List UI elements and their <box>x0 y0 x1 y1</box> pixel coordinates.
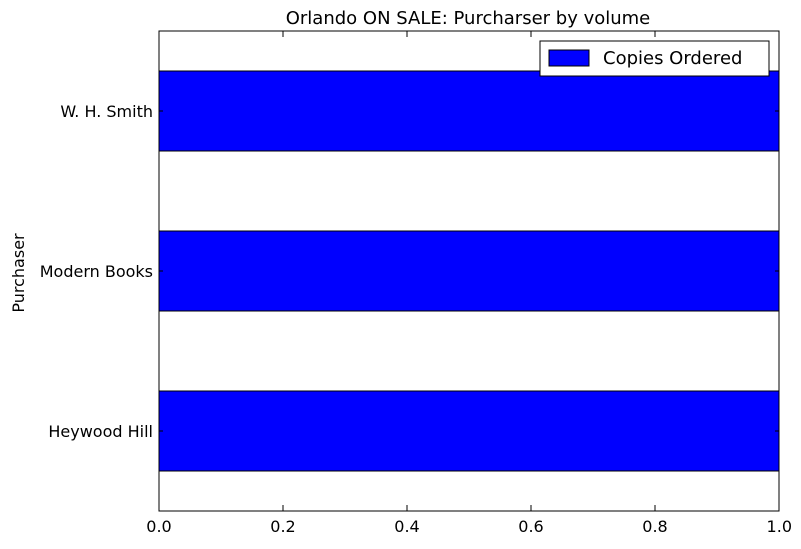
x-axis-ticks: 0.0 0.2 0.4 0.6 0.8 1.0 <box>146 31 792 536</box>
bar <box>158 230 780 312</box>
y-axis-ticks: Heywood Hill Modern Books W. H. Smith <box>40 102 779 441</box>
x-tick-label: 1.0 <box>767 517 792 536</box>
x-tick-label: 0.2 <box>270 517 295 536</box>
y-tick-label: W. H. Smith <box>60 102 153 121</box>
legend: Copies Ordered <box>539 40 770 77</box>
x-tick-label: 0.6 <box>518 517 543 536</box>
legend-swatch <box>548 49 590 67</box>
x-tick-label: 0.4 <box>394 517 419 536</box>
bars <box>158 70 780 472</box>
chart-title: Orlando ON SALE: Purcharser by volume <box>286 8 651 29</box>
y-tick-label: Heywood Hill <box>48 422 153 441</box>
bar <box>158 70 780 152</box>
x-tick-label: 0.0 <box>146 517 171 536</box>
bar <box>158 390 780 472</box>
legend-label: Copies Ordered <box>603 48 742 69</box>
x-tick-label: 0.8 <box>642 517 667 536</box>
plot-area: 0.0 0.2 0.4 0.6 0.8 1.0 Heywood Hill Modern Bo… <box>40 30 792 536</box>
y-tick-label: Modern Books <box>40 262 153 281</box>
y-axis-label: Purchaser <box>9 233 28 313</box>
